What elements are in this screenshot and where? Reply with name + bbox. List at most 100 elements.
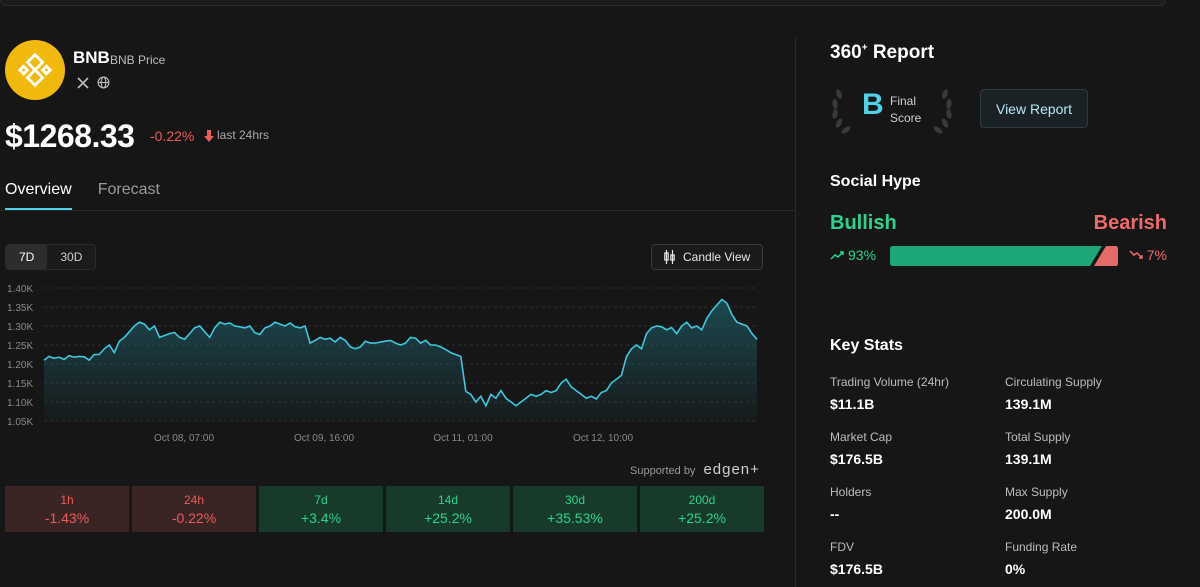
perf-label: 30d: [564, 492, 586, 507]
stat-market-cap: Market Cap $176.5B: [830, 430, 892, 467]
perf-14d: 14d +25.2%: [386, 486, 510, 532]
stat-value: $11.1B: [830, 396, 875, 412]
x-tick-label: Oct 11, 01:00: [433, 433, 493, 444]
stat-value: 200.0M: [1005, 506, 1052, 522]
stat-label: Holders: [830, 485, 872, 499]
report-title-number: 360: [830, 42, 862, 63]
coin-subtitle: BNB Price: [110, 53, 166, 67]
x-icon[interactable]: [76, 76, 89, 89]
score-letter: B: [862, 88, 884, 121]
bearish-percent: 7%: [1129, 247, 1167, 263]
bearish-value: 7%: [1146, 247, 1167, 263]
stat-value: $176.5B: [830, 451, 883, 467]
performance-strip: 1h -1.43% 24h -0.22% 7d +3.4% 14d +25.2% 30d…: [5, 486, 764, 532]
stat-label: Total Supply: [1005, 430, 1071, 444]
y-tick-label: 1.05K: [7, 417, 33, 428]
perf-value: -1.43%: [44, 509, 90, 526]
perf-label: 200d: [688, 492, 716, 507]
score-label-line1: Final: [890, 94, 917, 108]
globe-icon[interactable]: [97, 76, 110, 89]
stat-label: FDV: [830, 540, 854, 554]
y-tick-label: 1.30K: [7, 322, 33, 333]
social-links: [76, 76, 110, 89]
perf-value: +25.2%: [678, 509, 726, 526]
range-30d-button[interactable]: 30D: [60, 250, 83, 264]
perf-value: +25.2%: [424, 509, 472, 526]
price-change: -0.22%: [150, 128, 195, 144]
score-label: Final Score: [890, 93, 950, 127]
bullish-percent: 93%: [830, 247, 876, 263]
stat-value: 0%: [1005, 561, 1026, 577]
y-tick-label: 1.35K: [7, 303, 33, 314]
perf-value: +35.53%: [547, 509, 603, 526]
perf-7d: 7d +3.4%: [259, 486, 383, 532]
bullish-bar: [890, 246, 1102, 266]
bearish-bar: [1094, 246, 1118, 266]
supported-by-label: Supported by: [630, 465, 696, 477]
tab-divider: [0, 210, 795, 211]
arrow-down-icon: [204, 130, 214, 142]
bullish-value: 93%: [848, 247, 877, 263]
x-tick-label: Oct 12, 10:00: [573, 433, 633, 444]
coin-overview-panel: BNB BNB Price $1268.33 -0.22% last 24hrs…: [0, 38, 795, 587]
coin-price: $1268.33: [5, 118, 135, 154]
price-chart[interactable]: 1.40K 1.35K 1.30K 1.25K 1.20K 1.15K 1.10K 1.05K…: [0, 278, 780, 453]
range-selector: 7D 30D: [5, 244, 97, 270]
bullish-label: Bullish: [830, 212, 897, 234]
perf-label: 14d: [437, 492, 459, 507]
x-tick-label: Oct 09, 16:00: [294, 433, 354, 444]
trend-up-icon: [830, 251, 844, 260]
report-title-sup: +: [861, 42, 868, 54]
stat-value: 139.1M: [1005, 396, 1052, 412]
stat-label: Funding Rate: [1005, 540, 1078, 554]
edgen-logo[interactable]: edgen+: [703, 461, 760, 478]
stat-fdv: FDV $176.5B: [830, 540, 883, 577]
perf-label: 7d: [314, 492, 328, 507]
tab-bar: Overview Forecast: [5, 181, 160, 210]
y-tick-label: 1.15K: [7, 379, 33, 390]
stat-value: 139.1M: [1005, 451, 1052, 467]
trend-down-icon: [1129, 250, 1143, 259]
y-tick-label: 1.40K: [7, 284, 33, 295]
y-tick-label: 1.10K: [7, 398, 33, 409]
stat-total-supply: Total Supply 139.1M: [1005, 430, 1070, 467]
y-tick-label: 1.25K: [7, 341, 33, 352]
x-tick-label: Oct 08, 07:00: [154, 433, 214, 444]
insights-panel: 360+ Report B Final Score View Report So…: [830, 38, 1190, 587]
stat-value: $176.5B: [830, 561, 883, 577]
candle-view-label: Candle View: [683, 250, 751, 264]
perf-label: 24h: [183, 492, 205, 507]
stat-value: --: [830, 506, 840, 522]
range-7d-button[interactable]: 7D: [6, 245, 48, 269]
bnb-logo-icon: [5, 40, 65, 100]
view-report-button[interactable]: View Report: [980, 89, 1088, 128]
report-title: 360+ Report: [830, 42, 934, 64]
top-search-bar[interactable]: [0, 0, 1166, 6]
stat-trading-volume: Trading Volume (24hr) $11.1B: [830, 375, 949, 412]
perf-value: +3.4%: [300, 509, 342, 526]
stat-label: Max Supply: [1005, 485, 1068, 499]
tab-forecast[interactable]: Forecast: [97, 181, 160, 198]
perf-1h: 1h -1.43%: [5, 486, 129, 532]
coin-symbol: BNB: [73, 48, 110, 67]
supported-by: Supported by edgen+: [630, 461, 760, 478]
report-title-text: Report: [872, 42, 935, 63]
laurel-icon: [832, 89, 952, 134]
tab-overview[interactable]: Overview: [5, 181, 72, 210]
candle-view-button[interactable]: Candle View: [651, 244, 763, 270]
sentiment-bar: [890, 246, 1118, 266]
stat-label: Market Cap: [830, 430, 893, 444]
social-hype-title: Social Hype: [830, 173, 921, 190]
perf-label: 1h: [60, 492, 74, 507]
perf-200d: 200d +25.2%: [640, 486, 764, 532]
perf-30d: 30d +35.53%: [513, 486, 637, 532]
bearish-label: Bearish: [1093, 212, 1167, 234]
stat-holders: Holders --: [830, 485, 871, 522]
price-area-fill: [44, 299, 757, 421]
price-line: [43, 298, 758, 408]
stat-max-supply: Max Supply 200.0M: [1005, 485, 1068, 522]
stat-circulating-supply: Circulating Supply 139.1M: [1005, 375, 1102, 412]
perf-value: -0.22%: [171, 509, 217, 526]
stat-label: Circulating Supply: [1005, 375, 1102, 389]
key-stats-title: Key Stats: [830, 337, 903, 354]
